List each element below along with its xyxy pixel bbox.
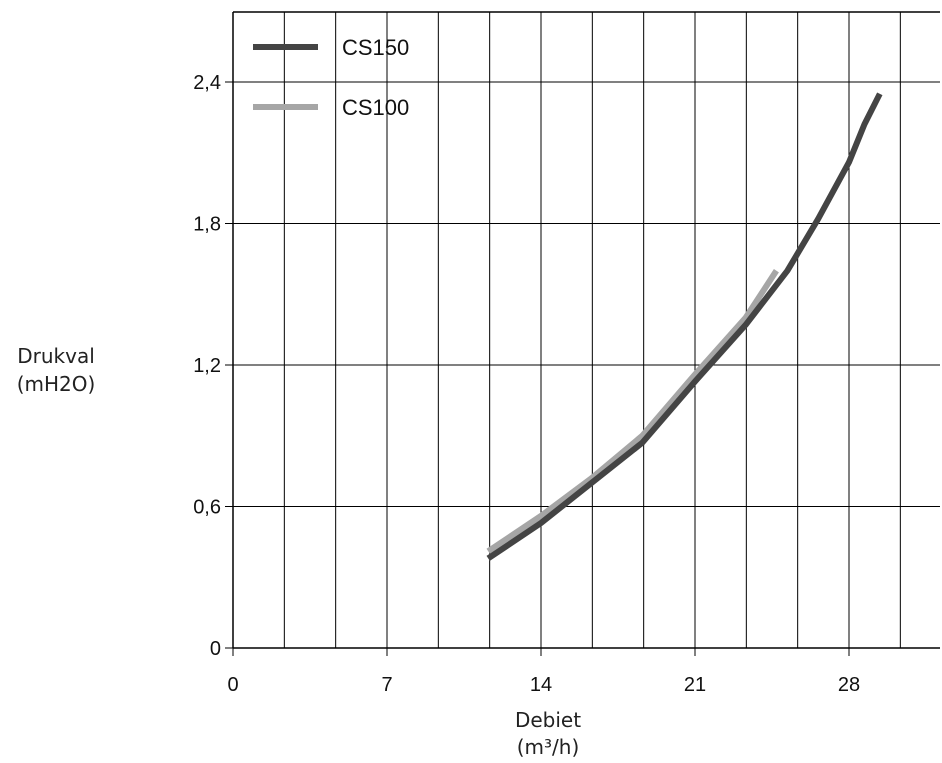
y-tick-label: 1,8 [193, 214, 221, 236]
y-tick-label: 2,4 [193, 72, 221, 94]
y-tick-label: 1,2 [193, 355, 221, 377]
y-axis-title-line1: Drukval [17, 344, 95, 368]
axis-ticks: 0 7 14 21 28 0 0,6 1,2 1,8 2,4 [193, 72, 860, 696]
chart-series [486, 92, 883, 561]
series-line-cs100 [486, 269, 779, 554]
x-tick-label: 21 [684, 674, 706, 696]
x-tick-label: 0 [227, 674, 238, 696]
chart-grid [233, 12, 940, 648]
y-axis-title-line2: (mH2O) [17, 372, 96, 396]
x-tick-label: 14 [530, 674, 552, 696]
x-tick-label: 28 [838, 674, 860, 696]
chart-legend: CS150 CS100 [253, 35, 409, 120]
y-tick-label: 0,6 [193, 497, 221, 519]
legend-label-cs150: CS150 [342, 35, 409, 60]
x-axis-title-line2: (m³/h) [517, 735, 580, 759]
x-axis-title-line1: Debiet [515, 708, 581, 732]
x-tick-label: 7 [381, 674, 392, 696]
series-line-cs150 [486, 92, 883, 561]
legend-label-cs100: CS100 [342, 95, 409, 120]
y-tick-label: 0 [210, 638, 221, 660]
plot-frame [232, 11, 940, 649]
